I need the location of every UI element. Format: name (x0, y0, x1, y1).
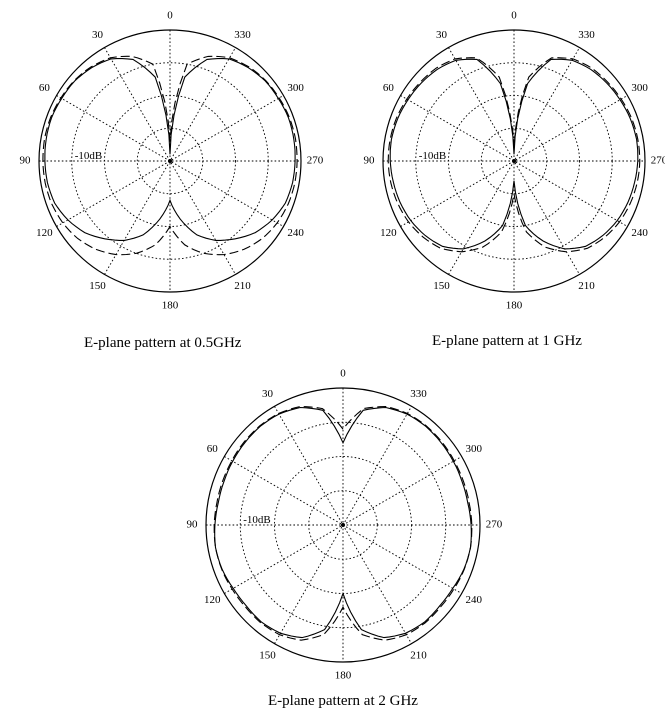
center-marker (341, 523, 345, 527)
angle-tick-label: 120 (380, 227, 397, 239)
angle-tick-label: 240 (466, 594, 483, 606)
chart-caption: E-plane pattern at 2 GHz (268, 693, 418, 709)
outer-ring (205, 387, 481, 663)
series-line-solid (214, 406, 472, 639)
polar-chart-0.5ghz: 0 30 60 90 120 150 180 210 240 270 300 330 -10dB (20, 10, 324, 312)
angle-tick-label: 60 (39, 82, 51, 94)
angle-tick-label: 330 (578, 29, 595, 41)
angle-tick-label: 120 (204, 594, 221, 606)
angle-tick-label: 0 (340, 368, 346, 380)
angle-tick-label: 300 (287, 82, 304, 94)
angle-tick-label: 330 (410, 388, 427, 400)
angle-tick-label: 150 (433, 280, 450, 292)
angle-tick-label: 300 (631, 82, 648, 94)
chart-caption: E-plane pattern at 0.5GHz (84, 335, 242, 351)
angle-tick-label: 150 (259, 649, 276, 661)
angle-tick-label: 180 (335, 670, 352, 682)
series-line-solid (389, 58, 639, 250)
angle-tick-label: 180 (162, 300, 179, 312)
outer-ring (38, 29, 302, 293)
center-marker (168, 159, 172, 163)
angle-tick-label: 0 (167, 10, 173, 22)
outer-ring (382, 29, 646, 293)
angle-tick-label: 90 (20, 155, 32, 167)
radial-label: -10dB (419, 150, 447, 162)
series-line-dashed (387, 57, 641, 253)
angle-tick-label: 270 (651, 155, 665, 167)
angle-tick-label: 270 (486, 519, 503, 531)
series-line-solid (44, 58, 296, 241)
angle-tick-label: 30 (436, 29, 448, 41)
angle-tick-label: 210 (234, 280, 251, 292)
angle-tick-label: 300 (466, 443, 483, 455)
angle-tick-label: 30 (92, 29, 104, 41)
angle-tick-label: 180 (506, 300, 523, 312)
chart-caption: E-plane pattern at 1 GHz (432, 333, 582, 349)
angle-tick-label: 30 (262, 388, 274, 400)
angle-tick-label: 90 (187, 519, 199, 531)
angle-tick-label: 60 (383, 82, 395, 94)
angle-tick-label: 270 (307, 155, 324, 167)
angle-tick-label: 240 (631, 227, 648, 239)
angle-tick-label: 240 (287, 227, 304, 239)
angle-tick-label: 0 (511, 10, 517, 22)
series-line-dashed (213, 406, 473, 641)
angle-tick-label: 210 (578, 280, 595, 292)
radial-label: -10dB (243, 514, 271, 526)
angle-tick-label: 60 (207, 443, 219, 455)
angle-tick-label: 210 (410, 649, 427, 661)
angle-tick-label: 150 (89, 280, 106, 292)
polar-chart-1ghz: 0 30 60 90 120 150 180 210 240 270 300 330 -10dB (364, 10, 665, 312)
series-line-dashed (42, 55, 298, 256)
angle-tick-label: 330 (234, 29, 251, 41)
radial-label: -10dB (75, 150, 103, 162)
angle-tick-label: 120 (36, 227, 53, 239)
center-marker (512, 159, 516, 163)
angle-tick-label: 90 (364, 155, 376, 167)
